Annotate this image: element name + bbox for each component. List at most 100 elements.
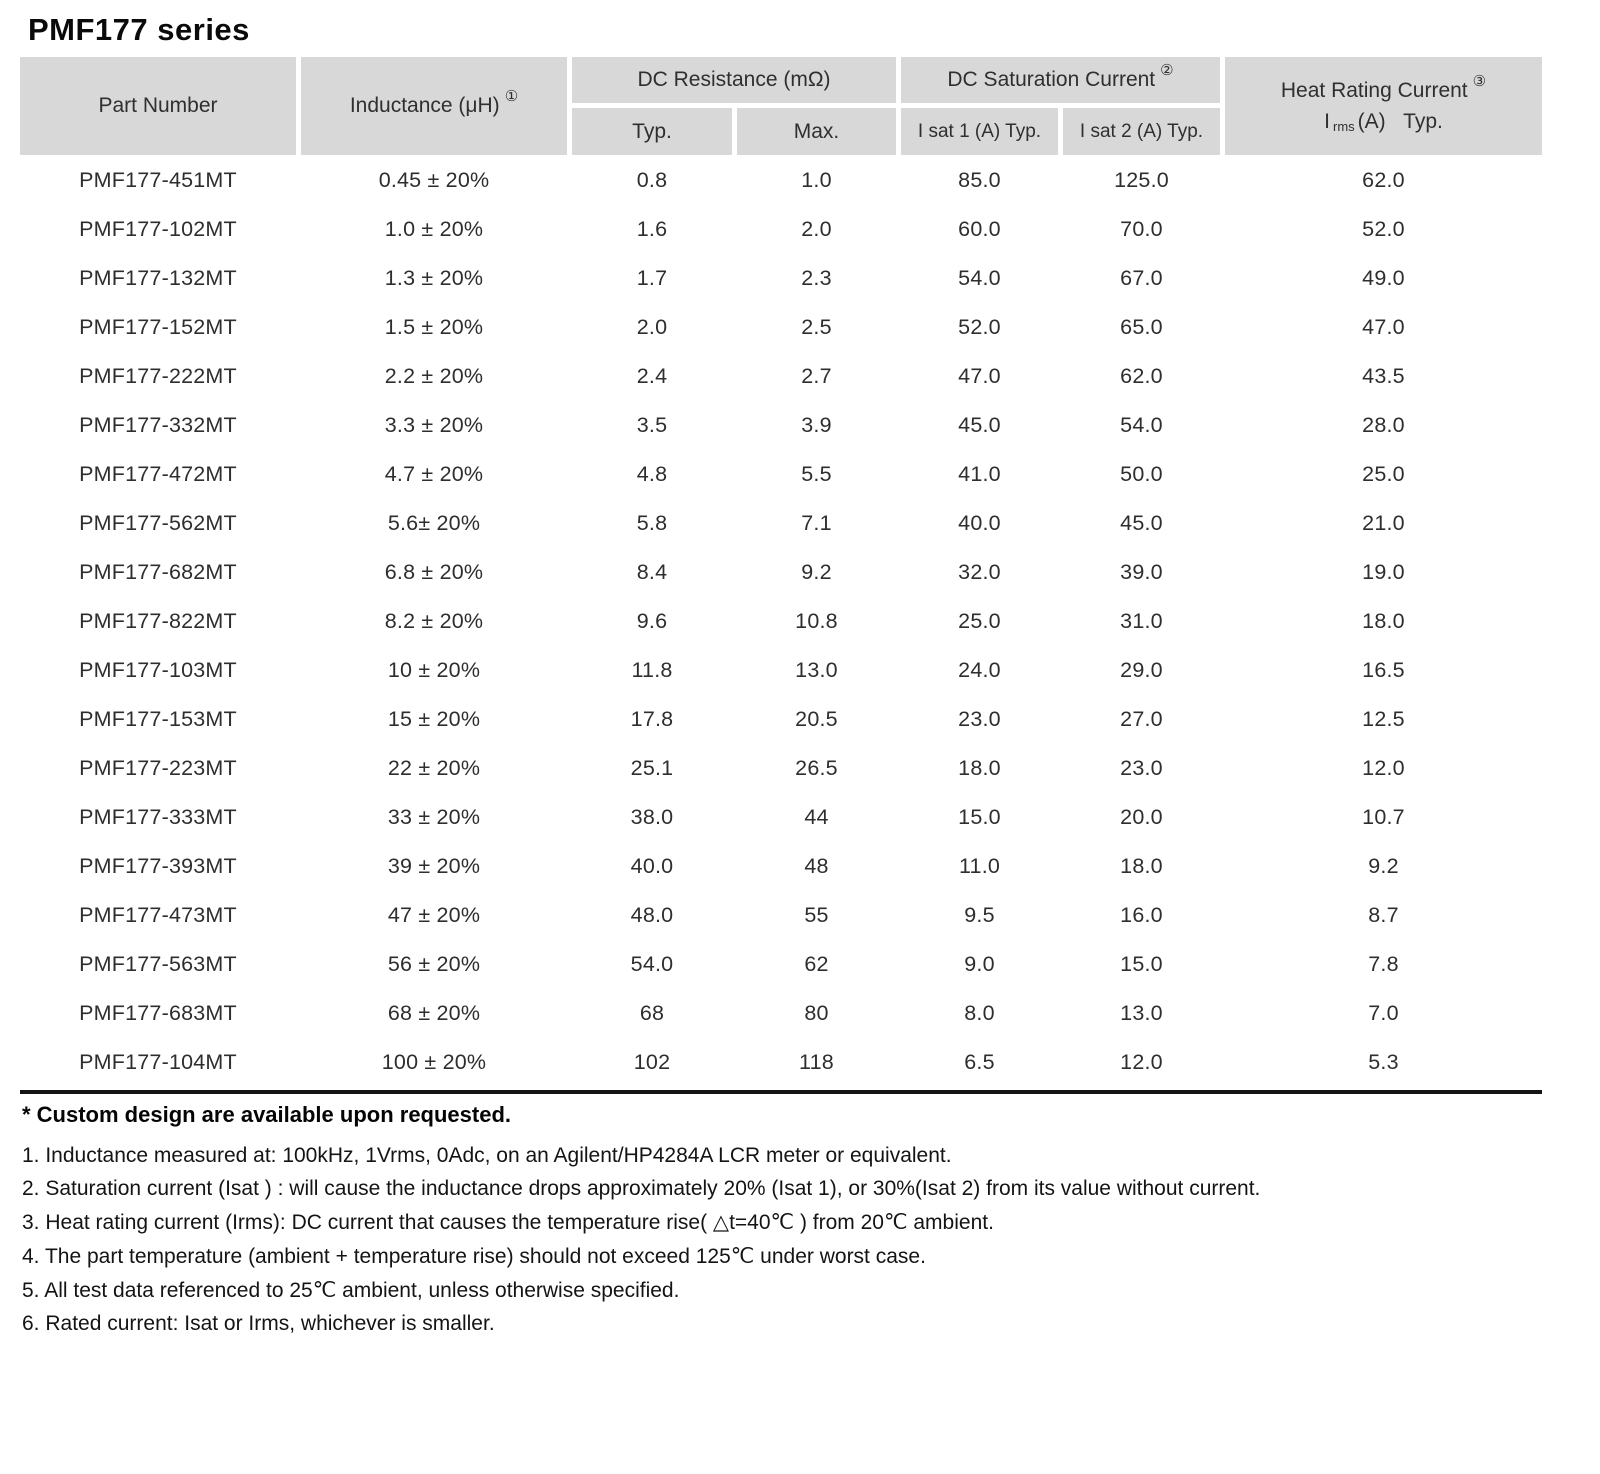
table-row: PMF177-132MT 1.3 ± 20% 1.7 2.3 54.0 67.0 49.0 [20,254,1542,303]
value-cell: 16.5 [1362,658,1405,682]
value-cell: 10 ± 20% [387,658,481,682]
table-row: PMF177-332MT 3.3 ± 20% 3.5 3.9 45.0 54.0 28.0 [20,401,1542,450]
value-cell: 2.0 [801,217,832,241]
value-cell: 7.8 [1368,952,1399,976]
value-cell: 38.0 [630,805,674,829]
part-number-cell: PMF177-563MT [79,952,237,976]
table-row: PMF177-152MT 1.5 ± 20% 2.0 2.5 52.0 65.0 47.0 [20,303,1542,352]
header-irms-sub: I rms (A) Typ. [1324,109,1443,135]
part-number-cell: PMF177-822MT [79,609,237,633]
header-part-number: Part Number [20,57,296,155]
table-row: PMF177-333MT 33 ± 20% 38.0 44 15.0 20.0 10.7 [20,793,1542,842]
value-cell: 10.8 [795,609,838,633]
value-cell: 13.0 [795,658,838,682]
value-cell: 19.0 [1362,560,1405,584]
header-isat1: I sat 1 (A) Typ. [901,108,1058,155]
value-cell: 5.8 [636,511,668,535]
value-cell: 1.6 [636,217,668,241]
part-number-cell: PMF177-472MT [79,462,237,486]
value-cell: 7.1 [801,511,832,535]
table-body: PMF177-451MT 0.45 ± 20% 0.8 1.0 85.0 125.0 62.… [20,156,1542,1087]
footnote-3-marker: ③ [1472,72,1487,90]
footnote-1: 1. Inductance measured at: 100kHz, 1Vrms… [22,1144,952,1167]
part-number-cell: PMF177-103MT [79,658,237,682]
table-bottom-border [20,1090,1542,1094]
value-cell: 48.0 [630,903,674,927]
value-cell: 5.5 [801,462,832,486]
value-cell: 20.5 [795,707,838,731]
value-cell: 52.0 [1362,217,1405,241]
footnote-2-marker: ② [1160,62,1174,79]
custom-design-note: * Custom design are available upon reque… [22,1102,512,1127]
value-cell: 1.0 [801,168,832,192]
value-cell: 2.3 [801,266,832,290]
value-cell: 47.0 [1362,315,1405,339]
value-cell: 1.7 [636,266,668,290]
value-cell: 55 [804,903,829,927]
value-cell: 54.0 [630,952,674,976]
value-cell: 8.4 [636,560,668,584]
footnote-6: 6. Rated current: Isat or Irms, whicheve… [22,1312,495,1335]
value-cell: 1.3 ± 20% [384,266,484,290]
value-cell: 23.0 [1120,756,1163,780]
value-cell: 9.5 [964,903,995,927]
table-row: PMF177-153MT 15 ± 20% 17.8 20.5 23.0 27.0 12.5 [20,695,1542,744]
part-number-cell: PMF177-333MT [79,805,237,829]
value-cell: 18.0 [1120,854,1163,878]
value-cell: 40.0 [630,854,674,878]
value-cell: 40.0 [958,511,1001,535]
value-cell: 54.0 [1120,413,1163,437]
value-cell: 24.0 [958,658,1001,682]
header-isat2: I sat 2 (A) Typ. [1063,108,1220,155]
table-row: PMF177-222MT 2.2 ± 20% 2.4 2.7 47.0 62.0 43.5 [20,352,1542,401]
part-number-cell: PMF177-683MT [79,1001,237,1025]
irms-units: (A) Typ. [1357,109,1443,133]
value-cell: 62 [804,952,829,976]
value-cell: 60.0 [958,217,1001,241]
value-cell: 4.7 ± 20% [384,462,484,486]
footnote-5: 5. All test data referenced to 25℃ ambie… [22,1279,680,1302]
value-cell: 26.5 [795,756,838,780]
header-heat-rating-title: Heat Rating Current ③ [1281,73,1486,103]
part-number-cell: PMF177-222MT [79,364,237,388]
value-cell: 67.0 [1120,266,1163,290]
header-inductance-label: Inductance (μH) [349,94,500,117]
value-cell: 2.0 [636,315,668,339]
part-number-cell: PMF177-152MT [79,315,237,339]
value-cell: 25.0 [958,609,1001,633]
value-cell: 85.0 [958,168,1001,192]
part-number-cell: PMF177-682MT [79,560,237,584]
value-cell: 20.0 [1120,805,1163,829]
table-row: PMF177-451MT 0.45 ± 20% 0.8 1.0 85.0 125.0 62.… [20,156,1542,205]
footnote-4: 4. The part temperature (ambient + tempe… [22,1245,926,1268]
value-cell: 43.5 [1362,364,1405,388]
value-cell: 10.7 [1362,805,1405,829]
table-row: PMF177-104MT 100 ± 20% 102 118 6.5 12.0 5.3 [20,1038,1542,1087]
value-cell: 2.4 [636,364,668,388]
value-cell: 2.5 [801,315,832,339]
value-cell: 28.0 [1362,413,1405,437]
value-cell: 5.6± 20% [387,511,481,535]
value-cell: 56 ± 20% [387,952,481,976]
value-cell: 8.7 [1368,903,1399,927]
value-cell: 62.0 [1120,364,1163,388]
value-cell: 44 [804,805,829,829]
header-dc-saturation-group: DC Saturation Current ② [901,57,1220,103]
value-cell: 47.0 [958,364,1001,388]
value-cell: 80 [804,1001,829,1025]
value-cell: 15.0 [1120,952,1163,976]
value-cell: 25.0 [1362,462,1405,486]
value-cell: 18.0 [1362,609,1405,633]
value-cell: 39 ± 20% [387,854,481,878]
value-cell: 1.0 ± 20% [384,217,484,241]
value-cell: 32.0 [958,560,1001,584]
value-cell: 12.0 [1362,756,1405,780]
irms-symbol: I [1324,109,1330,133]
table-header: Part Number Inductance (μH) ① DC Resista… [20,57,1542,155]
value-cell: 2.7 [801,364,832,388]
part-number-cell: PMF177-562MT [79,511,237,535]
value-cell: 52.0 [958,315,1001,339]
table-row: PMF177-472MT 4.7 ± 20% 4.8 5.5 41.0 50.0 25.0 [20,450,1542,499]
part-number-cell: PMF177-393MT [79,854,237,878]
table-row: PMF177-103MT 10 ± 20% 11.8 13.0 24.0 29.0 16.5 [20,646,1542,695]
